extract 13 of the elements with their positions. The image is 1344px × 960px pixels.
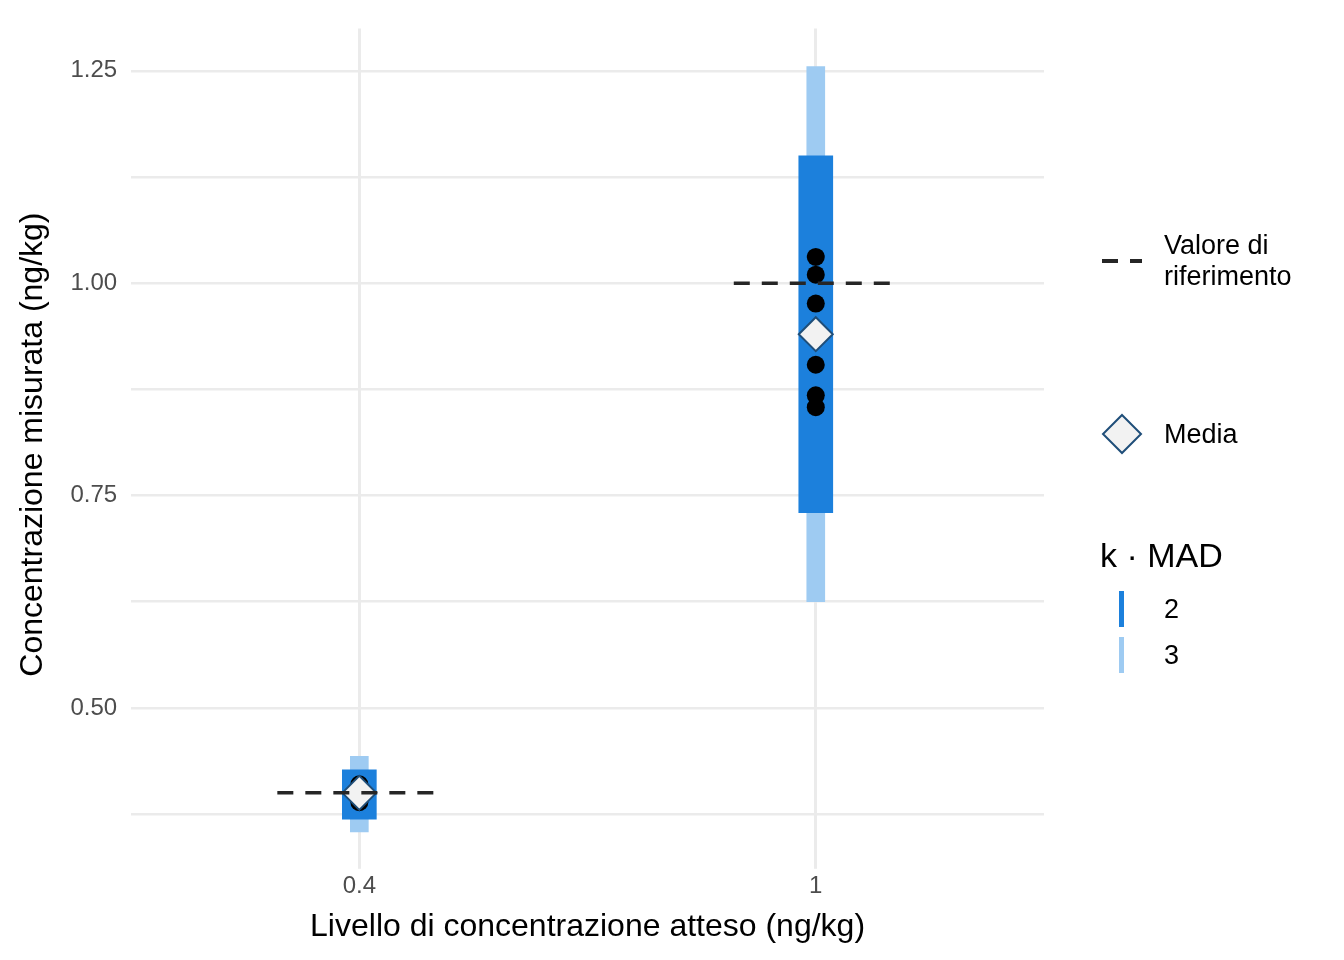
x-tick-label: 0.4 [342, 870, 377, 898]
y-axis-title: Concentrazione misurata (ng/kg) [13, 212, 50, 677]
legend-title: k · MAD [1100, 536, 1224, 575]
legend-label: 2 [1164, 593, 1180, 625]
y-tick-label: 0.50 [70, 692, 118, 720]
legend-label: Valore di riferimento [1164, 230, 1293, 292]
y-tick-label: 1.25 [70, 55, 118, 83]
y-tick-label: 0.75 [70, 480, 118, 508]
x-tick-label: 1 [809, 870, 823, 898]
legend-label: 3 [1164, 639, 1180, 671]
x-axis-title: Livello di concentrazione atteso (ng/kg) [310, 906, 866, 943]
y-tick-label: 1.00 [70, 267, 118, 295]
legend-label: Media [1164, 418, 1238, 450]
